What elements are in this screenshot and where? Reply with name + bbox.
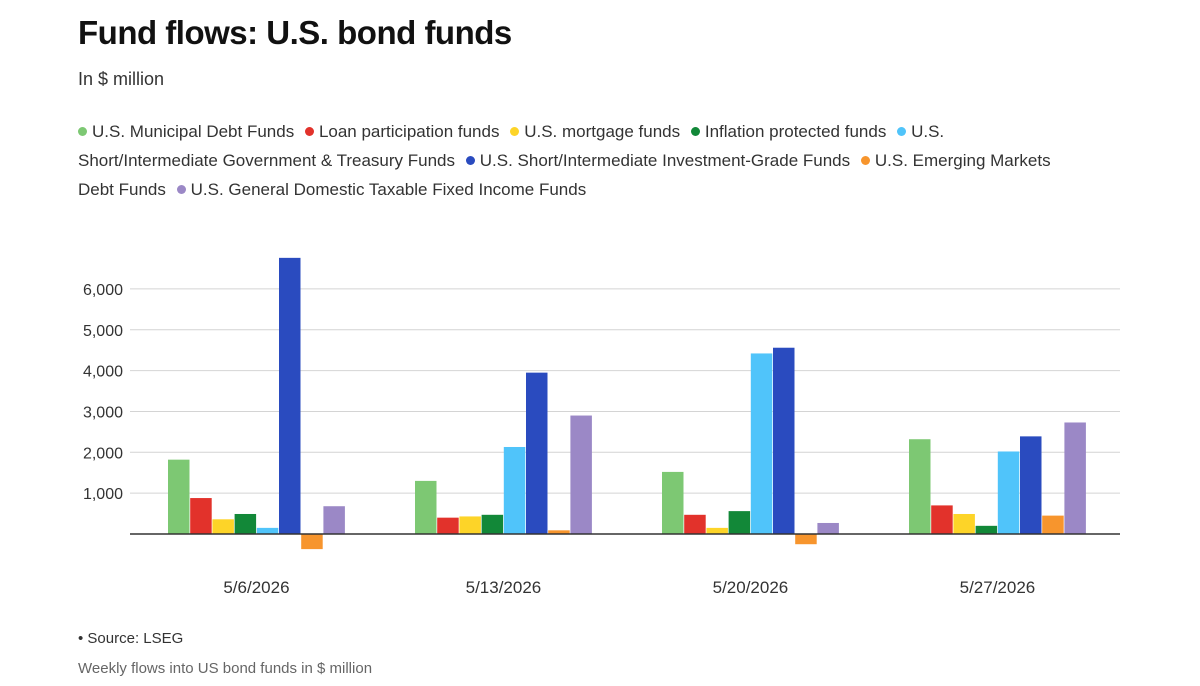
bar — [997, 451, 1020, 534]
legend-swatch — [465, 156, 475, 165]
bar — [728, 511, 751, 534]
legend-swatch — [690, 127, 700, 136]
bar — [256, 527, 279, 534]
bar — [234, 513, 257, 534]
bar — [909, 439, 931, 534]
legend-item: Loan participation funds — [304, 122, 500, 141]
grid-lines — [130, 288, 1120, 494]
bar — [526, 372, 548, 534]
bar — [662, 471, 684, 534]
bar — [437, 517, 459, 534]
bar — [931, 505, 953, 534]
legend-swatch — [510, 127, 520, 136]
legend-item: U.S. Emerging Markets Debt Funds — [78, 151, 1051, 199]
bar — [481, 514, 504, 534]
bars — [168, 257, 1086, 550]
bar — [503, 446, 526, 534]
bar — [706, 527, 728, 534]
bar — [323, 506, 345, 534]
chart-caption: Weekly flows into US bond funds in $ mil… — [78, 660, 373, 677]
bar — [773, 347, 795, 534]
bar — [459, 516, 481, 534]
y-tick-label: 4,000 — [83, 364, 123, 381]
legend-label: U.S. Municipal Debt Funds — [92, 122, 295, 141]
x-tick-label: 5/20/2026 — [713, 578, 789, 597]
bar — [168, 459, 190, 534]
y-tick-label: 6,000 — [83, 282, 123, 299]
bar — [415, 480, 437, 534]
x-tick-label: 5/27/2026 — [960, 578, 1036, 597]
y-tick-label: 2,000 — [83, 445, 123, 462]
legend-label: U.S. Short/Intermediate Investment-Grade… — [479, 151, 851, 170]
legend-label: U.S. Short/Intermediate Government & Tre… — [78, 122, 945, 170]
bar — [570, 415, 592, 534]
bar — [301, 534, 323, 550]
legend-label: U.S. General Domestic Taxable Fixed Inco… — [190, 180, 587, 199]
x-tick-label: 5/6/2026 — [223, 578, 289, 597]
bar — [975, 525, 998, 534]
legend-item: U.S. General Domestic Taxable Fixed Inco… — [176, 180, 587, 199]
legend-label: U.S. Emerging Markets Debt Funds — [78, 151, 1051, 199]
x-tick-label: 5/13/2026 — [466, 578, 542, 597]
x-axis-ticks: 5/6/2026 5/13/2026 5/20/2026 5/27/2026 — [223, 578, 1035, 597]
bar — [953, 513, 975, 534]
bar — [795, 534, 817, 545]
bar — [750, 353, 773, 534]
legend-swatch — [860, 156, 870, 165]
legend-item: U.S. Short/Intermediate Investment-Grade… — [465, 151, 851, 170]
chart-title: Fund flows: U.S. bond funds — [78, 14, 512, 51]
bar — [548, 530, 570, 534]
y-axis-ticks: 1,000 2,000 3,000 4,000 5,000 6,000 — [83, 282, 123, 503]
chart-subtitle: In $ million — [78, 69, 165, 89]
legend-swatch — [78, 127, 87, 136]
legend-label: Loan participation funds — [318, 122, 500, 141]
y-tick-label: 1,000 — [83, 486, 123, 503]
bar — [212, 519, 234, 534]
legend-item: Inflation protected funds — [690, 122, 887, 141]
chart-legend: U.S. Municipal Debt Funds Loan participa… — [78, 117, 1078, 204]
legend-label: U.S. mortgage funds — [524, 122, 681, 141]
legend-label: Inflation protected funds — [704, 122, 887, 141]
y-tick-label: 5,000 — [83, 323, 123, 340]
bar — [1042, 515, 1064, 534]
legend-item: U.S. Short/Intermediate Government & Tre… — [78, 122, 944, 170]
bar — [684, 514, 706, 534]
y-tick-label: 3,000 — [83, 404, 123, 421]
bar — [1064, 422, 1086, 534]
legend-item: U.S. Municipal Debt Funds — [78, 122, 294, 141]
legend-item: U.S. mortgage funds — [510, 122, 680, 141]
bar — [190, 498, 212, 534]
legend-swatch — [304, 127, 314, 136]
legend-swatch — [897, 127, 907, 136]
legend-swatch — [176, 185, 186, 194]
bar — [279, 257, 301, 534]
bar — [817, 522, 839, 534]
bar — [1020, 436, 1042, 534]
source-note: • Source: LSEG — [78, 630, 184, 647]
